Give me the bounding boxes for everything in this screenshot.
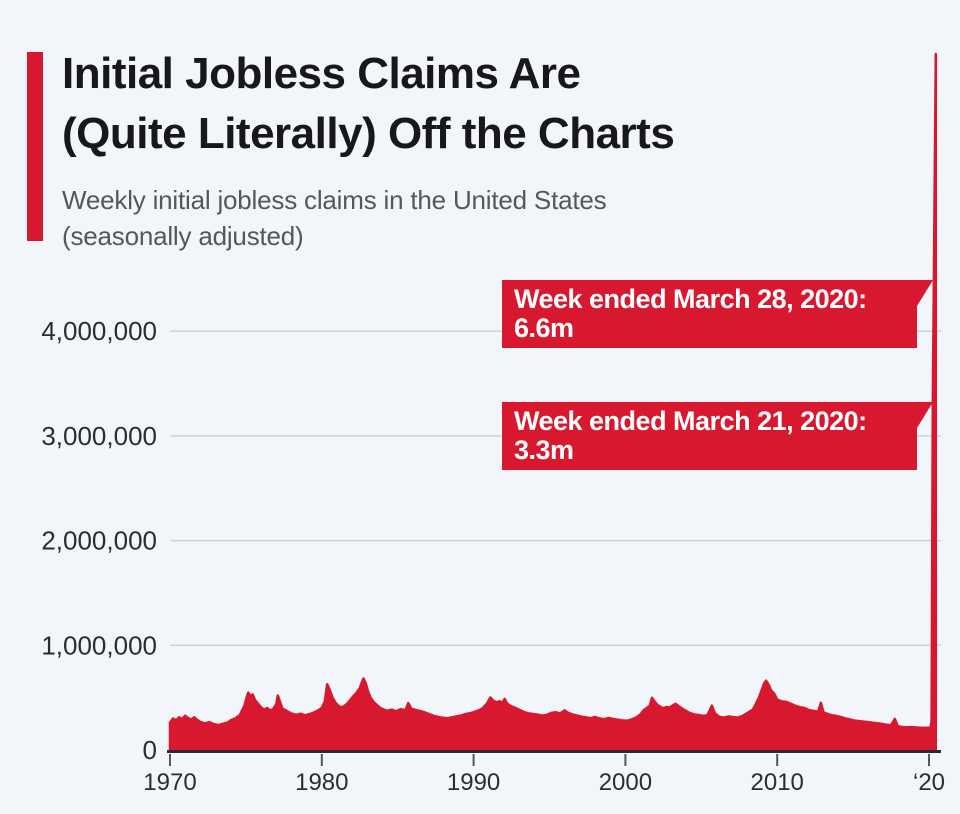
y-axis-label: 0 (143, 735, 157, 765)
callout-march-21-label: Week ended March 21, 2020: (514, 406, 867, 436)
headline-line-2: (Quite Literally) Off the Charts (62, 109, 675, 158)
y-axis-label: 2,000,000 (41, 526, 157, 556)
headline-accent-bar (27, 52, 43, 241)
subtitle-line-2: (seasonally adjusted) (62, 221, 304, 251)
y-axis-label: 3,000,000 (41, 421, 157, 451)
callout-march-21-value: 3.3m (514, 435, 574, 465)
headline: Initial Jobless Claims Are (Quite Litera… (62, 44, 922, 164)
callout-march-28-value: 6.6m (514, 313, 574, 343)
subtitle-line-1: Weekly initial jobless claims in the Uni… (62, 185, 607, 215)
x-axis-label: ‘20 (913, 769, 945, 796)
x-axis-label: 1980 (295, 769, 348, 796)
claims-area-series (168, 52, 938, 752)
callout-march-28-label: Week ended March 28, 2020: (514, 284, 867, 314)
callout-march-21: Week ended March 21, 2020: 3.3m (502, 402, 933, 470)
y-axis-label: 4,000,000 (41, 316, 157, 346)
x-axis-label: 1970 (143, 769, 196, 796)
x-axis-label: 2000 (599, 769, 652, 796)
chart-subtitle: Weekly initial jobless claims in the Uni… (62, 182, 922, 254)
x-axis-label: 2010 (751, 769, 804, 796)
headline-line-1: Initial Jobless Claims Are (62, 49, 581, 98)
y-axis-label: 1,000,000 (41, 630, 157, 660)
x-axis-label: 1990 (447, 769, 500, 796)
callout-march-28: Week ended March 28, 2020: 6.6m (502, 280, 933, 348)
